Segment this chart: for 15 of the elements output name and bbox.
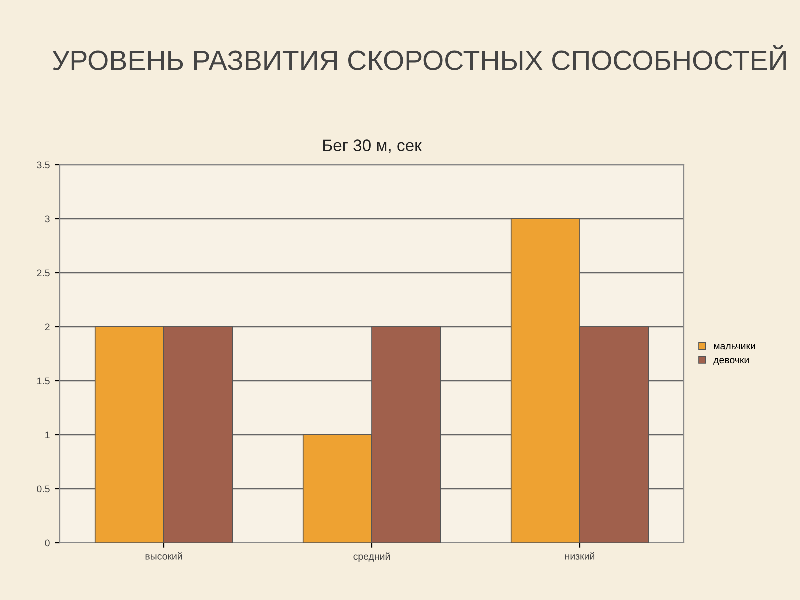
legend-label: мальчики xyxy=(714,344,756,350)
y-tick-label: 2.5 xyxy=(37,270,50,277)
y-tick-label: 3 xyxy=(45,216,50,223)
x-tick-label: средний xyxy=(354,552,390,562)
chart-title: УРОВЕНЬ РАЗВИТИЯ СКОРОСТНЫХ СПОСОБНОСТЕЙ xyxy=(52,45,786,70)
x-tick-label: высокий xyxy=(146,552,182,560)
y-tick-label: 2 xyxy=(45,324,50,331)
y-tick-label: 0 xyxy=(45,540,50,547)
y-tick-label: 3.5 xyxy=(37,162,50,169)
y-tick-label: 1.5 xyxy=(38,378,50,385)
chart-subtitle: Бег 30 м, сек xyxy=(324,140,422,154)
x-tick-label: низкий xyxy=(565,552,595,560)
y-tick-label: 0.5 xyxy=(37,486,50,493)
legend-label: девочки xyxy=(714,358,749,366)
y-tick-label: 1 xyxy=(46,432,50,439)
